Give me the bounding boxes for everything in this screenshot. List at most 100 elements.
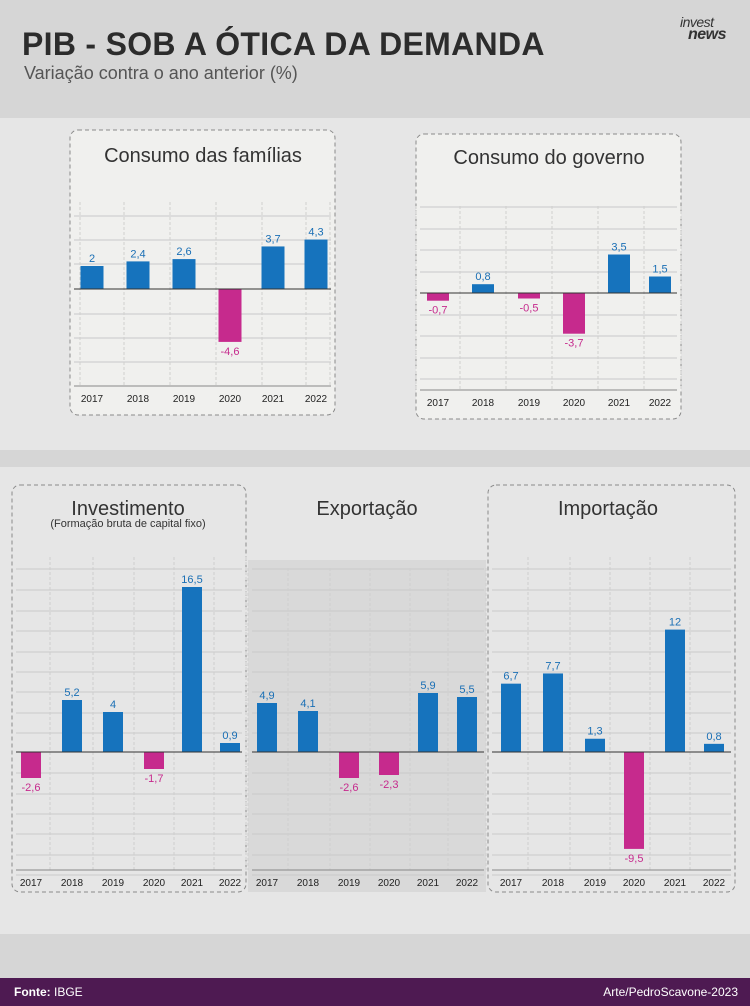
x-tick-label-2021: 2021 — [664, 878, 687, 889]
bar-2018 — [298, 711, 318, 752]
bar-2019 — [339, 752, 359, 778]
bar-2018 — [543, 673, 563, 752]
value-label-2021: 16,5 — [181, 574, 202, 586]
value-label-2018: 5,2 — [64, 687, 79, 699]
value-label-2020: -9,5 — [625, 853, 644, 865]
chart-panel-2: -0,7 2017 0,8 2018 -0,5 2019 -3,7 2020 3,5 2021 1,… — [415, 133, 682, 420]
bar-2020 — [563, 293, 585, 334]
chart-title-exportacao: Exportação — [316, 498, 417, 520]
bar-2022 — [704, 743, 724, 752]
value-label-2018: 2,4 — [130, 248, 145, 260]
bar-2021 — [608, 254, 630, 293]
bar-2019 — [103, 712, 123, 752]
bar-2021 — [418, 693, 438, 752]
value-label-2020: -4,6 — [221, 346, 240, 358]
x-tick-label-2022: 2022 — [305, 394, 328, 405]
x-tick-label-2020: 2020 — [623, 878, 646, 889]
bar-2019 — [585, 738, 605, 752]
bar-2020 — [379, 752, 399, 775]
export-panel-shade — [248, 560, 486, 892]
x-tick-label-2017: 2017 — [256, 878, 279, 889]
page-subtitle: Variação contra o ano anterior (%) — [24, 63, 298, 83]
x-tick-label-2019: 2019 — [338, 878, 361, 889]
value-label-2017: -2,6 — [22, 782, 41, 794]
panel-frame — [69, 129, 336, 416]
x-tick-label-2017: 2017 — [81, 394, 104, 405]
bar-2017 — [427, 293, 449, 301]
value-label-2022: 5,5 — [459, 684, 474, 696]
value-label-2018: 7,7 — [545, 660, 560, 672]
footer: Fonte: IBGE Arte/PedroScavone-2023 — [0, 978, 750, 1006]
x-tick-label-2020: 2020 — [378, 878, 401, 889]
value-label-2017: 6,7 — [503, 671, 518, 683]
header: PIB - SOB A ÓTICA DA DEMANDA Variação co… — [0, 0, 750, 118]
value-label-2017: -0,7 — [429, 305, 448, 317]
value-label-2020: -3,7 — [565, 338, 584, 350]
bar-2019 — [518, 293, 540, 299]
chart-title-consumo-do-governo: Consumo do governo — [453, 147, 644, 169]
bar-2021 — [182, 587, 202, 752]
value-label-2021: 12 — [669, 617, 681, 629]
x-tick-label-2022: 2022 — [219, 878, 242, 889]
x-tick-label-2020: 2020 — [143, 878, 166, 889]
value-label-2019: 1,3 — [587, 726, 602, 738]
value-label-2022: 1,5 — [652, 264, 667, 276]
x-tick-label-2018: 2018 — [61, 878, 84, 889]
chart-panel-4: 4,9 2017 4,1 2018 -2,6 2019 -2,3 2020 5,9 2021 5,5… — [247, 498, 487, 889]
bar-2018 — [472, 284, 494, 293]
value-label-2019: 4 — [110, 699, 116, 711]
value-label-2019: 2,6 — [176, 246, 191, 258]
chart-title-consumo-das-familias: Consumo das famílias — [104, 145, 302, 167]
x-tick-label-2019: 2019 — [584, 878, 607, 889]
x-tick-label-2021: 2021 — [417, 878, 440, 889]
bar-2018 — [62, 700, 82, 752]
chart-subtitle: (Formação bruta de capital fixo) — [50, 518, 205, 530]
x-tick-label-2017: 2017 — [20, 878, 43, 889]
value-label-2022: 0,8 — [706, 731, 721, 743]
value-label-2022: 0,9 — [222, 730, 237, 742]
value-label-2021: 3,7 — [265, 233, 280, 245]
bar-2022 — [649, 276, 671, 293]
chart-title-investimento: Investimento — [71, 498, 184, 520]
x-tick-label-2018: 2018 — [297, 878, 320, 889]
chart-title-importacao: Importação — [558, 498, 658, 520]
bar-2020 — [144, 752, 164, 769]
chart-panel-5: 6,7 2017 7,7 2018 1,3 2019 -9,5 2020 12 2021 0,8 20… — [487, 484, 736, 893]
bar-2017 — [21, 752, 41, 778]
value-label-2018: 0,8 — [475, 271, 490, 283]
credit-note: Arte/PedroScavone-2023 — [603, 985, 738, 999]
page-title: PIB - SOB A ÓTICA DA DEMANDA — [22, 26, 545, 62]
x-tick-label-2022: 2022 — [649, 398, 672, 409]
value-label-2021: 5,9 — [420, 680, 435, 692]
x-tick-label-2019: 2019 — [173, 394, 196, 405]
logo-bottom-text: news — [688, 26, 727, 43]
x-tick-label-2020: 2020 — [219, 394, 242, 405]
source-value: IBGE — [54, 985, 83, 999]
bar-2020 — [624, 752, 644, 849]
value-label-2019: -0,5 — [520, 303, 539, 315]
source-note: Fonte: IBGE — [14, 985, 83, 999]
logo-top-text: invest — [680, 14, 714, 30]
x-tick-label-2017: 2017 — [427, 398, 450, 409]
value-label-2017: 4,9 — [259, 690, 274, 702]
x-tick-label-2021: 2021 — [181, 878, 204, 889]
x-tick-label-2018: 2018 — [542, 878, 565, 889]
panel-frame — [11, 484, 247, 893]
bar-2022 — [304, 239, 328, 289]
bar-2019 — [172, 259, 196, 289]
investnews-logo: invest news — [678, 14, 740, 46]
x-tick-label-2022: 2022 — [703, 878, 726, 889]
value-label-2020: -1,7 — [145, 773, 164, 785]
chart-panel-3: -2,6 2017 5,2 2018 4 2019 -1,7 2020 16,5 2021 0,9 2… — [11, 484, 247, 893]
value-label-2022: 4,3 — [308, 227, 323, 239]
bar-2018 — [126, 261, 150, 289]
bar-2021 — [261, 246, 285, 289]
x-tick-label-2019: 2019 — [518, 398, 541, 409]
chart-panel-1: 2 2017 2,4 2018 2,6 2019 -4,6 2020 3,7 2021 4,3 202… — [69, 129, 336, 416]
bar-2017 — [80, 266, 104, 289]
value-label-2020: -2,3 — [380, 779, 399, 791]
x-tick-label-2017: 2017 — [500, 878, 523, 889]
value-label-2021: 3,5 — [611, 242, 626, 254]
value-label-2018: 4,1 — [300, 698, 315, 710]
